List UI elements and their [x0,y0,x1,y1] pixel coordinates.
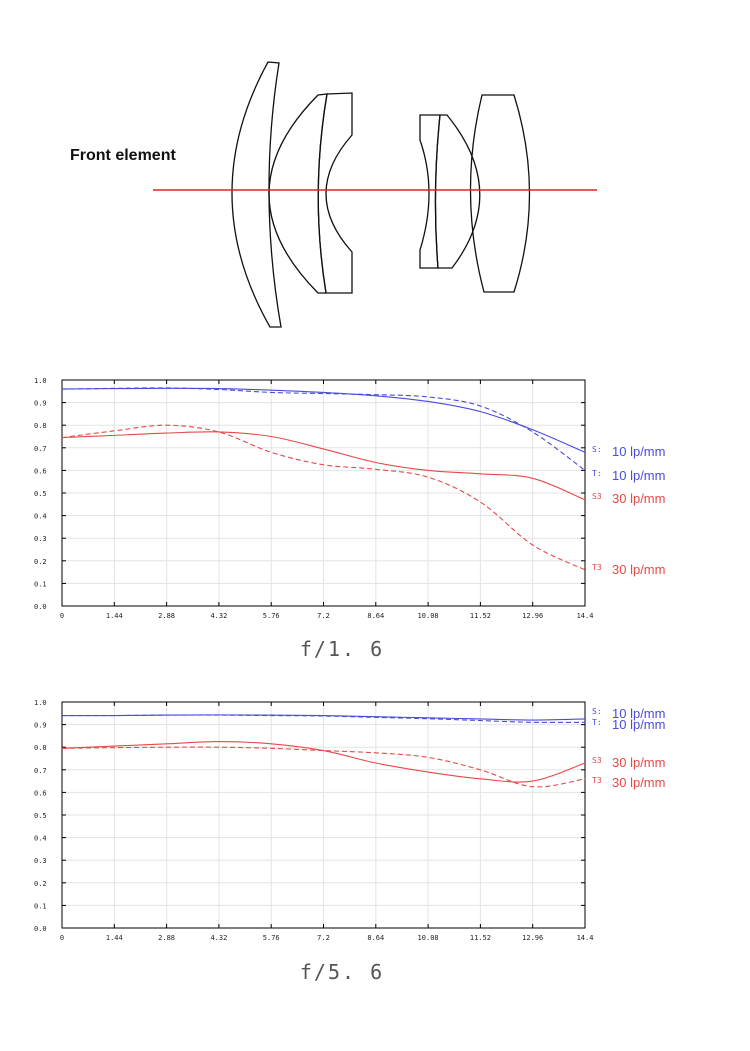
axis-ticks: 0 1.44 2.88 4.32 5.76 7.2 8.64 10.08 11.52 12.96 1… [34,699,593,942]
series-line-t-10-lp-mm [61,714,586,724]
y-tick-label: 0.1 [34,902,47,910]
grid-lines [61,701,586,929]
lens-element-3 [317,92,353,294]
y-tick-label: 0.2 [34,880,47,888]
x-tick-label: 12.96 [522,612,543,620]
series-line-t3-30-lp-mm [61,746,586,788]
series-label-text: 30 lp/mm [612,491,665,506]
series-lines [61,387,586,571]
x-tick-label: 8.64 [367,612,384,620]
y-tick-label: 1.0 [34,377,47,385]
y-tick-label: 1.0 [34,699,47,707]
y-tick-label: 0.7 [34,767,47,775]
lens-elements [231,61,531,328]
x-tick-label: 2.88 [158,612,175,620]
x-tick-label: 11.52 [470,612,491,620]
series-label-code: S3 [592,756,602,765]
series-label-text: 10 lp/mm [612,468,665,483]
x-tick-label: 0 [60,934,64,942]
x-tick-label: 5.76 [263,612,280,620]
x-tick-label: 12.96 [522,934,543,942]
y-tick-label: 0.4 [34,513,47,521]
mtf-chart-svg-2: 0 1.44 2.88 4.32 5.76 7.2 8.64 10.08 11.52 12.96 1… [34,699,665,942]
series-label-code: S: [592,445,602,454]
series-label-code: S3 [592,492,602,501]
lens-cross-section-diagram [153,61,597,328]
series-label-code: T3 [592,776,602,785]
lens-element-6 [469,94,531,293]
y-tick-label: 0.6 [34,467,47,475]
axis-ticks: 0 1.44 2.88 4.32 5.76 7.2 8.64 10.08 11.52 12.96 1… [34,377,593,620]
x-tick-label: 10.08 [418,934,439,942]
series-label-text: 30 lp/mm [612,562,665,577]
x-tick-label: 11.52 [470,934,491,942]
aperture-caption-f5-6: f/5. 6 [299,960,385,984]
y-tick-label: 0.8 [34,422,47,430]
series-lines [61,714,586,788]
y-tick-label: 0.9 [34,400,47,408]
x-tick-label: 0 [60,612,64,620]
mtf-chart-svg-1: 0 1.44 2.88 4.32 5.76 7.2 8.64 10.08 11.52 12.96 1… [34,377,665,620]
lens-element-1 [231,61,282,328]
y-tick-label: 0.5 [34,812,47,820]
series-label-text: 10 lp/mm [612,444,665,459]
series-label-text: 30 lp/mm [612,755,665,770]
x-tick-label: 14.4 [577,612,594,620]
series-label-code: T: [592,718,602,727]
x-tick-label: 8.64 [367,934,384,942]
x-tick-label: 5.76 [263,934,280,942]
y-tick-label: 0.3 [34,535,47,543]
y-tick-label: 0.1 [34,580,47,588]
series-line-t3-30-lp-mm [61,424,586,571]
series-labels: S: 10 lp/mm T: 10 lp/mm S3 30 lp/mm T3 30 lp/mm [592,706,665,790]
y-tick-label: 0.9 [34,722,47,730]
series-label-code: T: [592,469,602,478]
x-tick-label: 14.4 [577,934,594,942]
series-line-s3-30-lp-mm [61,740,586,783]
y-tick-label: 0.3 [34,857,47,865]
x-tick-label: 1.44 [106,612,123,620]
series-label-text: 10 lp/mm [612,706,665,721]
front-element-label: Front element [70,147,176,164]
mtf-chart-f1-6: 0 1.44 2.88 4.32 5.76 7.2 8.64 10.08 11.52 12.96 1… [0,370,750,630]
x-tick-label: 2.88 [158,934,175,942]
y-tick-label: 0.4 [34,835,47,843]
series-line-s3-30-lp-mm [61,431,586,501]
lens-element-5 [434,114,481,269]
x-tick-label: 10.08 [418,612,439,620]
y-tick-label: 0.7 [34,445,47,453]
y-tick-label: 0.0 [34,603,47,611]
y-tick-label: 0.8 [34,744,47,752]
grid-lines [61,379,586,607]
y-tick-label: 0.0 [34,925,47,933]
y-tick-label: 0.5 [34,490,47,498]
x-tick-label: 7.2 [317,934,330,942]
x-tick-label: 7.2 [317,612,330,620]
aperture-caption-f1-6: f/1. 6 [299,637,385,661]
y-tick-label: 0.2 [34,558,47,566]
x-tick-label: 4.32 [210,612,227,620]
x-tick-label: 1.44 [106,934,123,942]
series-label-text: 10 lp/mm [612,717,665,732]
series-labels: S: 10 lp/mm T: 10 lp/mm S3 30 lp/mm T3 30 lp/mm [592,444,665,577]
mtf-chart-f5-6: 0 1.44 2.88 4.32 5.76 7.2 8.64 10.08 11.52 12.96 1… [0,692,750,952]
x-tick-label: 4.32 [210,934,227,942]
series-line-t-10-lp-mm [61,387,586,471]
series-label-text: 30 lp/mm [612,775,665,790]
series-label-code: S: [592,707,602,716]
y-tick-label: 0.6 [34,789,47,797]
series-label-code: T3 [592,563,602,572]
